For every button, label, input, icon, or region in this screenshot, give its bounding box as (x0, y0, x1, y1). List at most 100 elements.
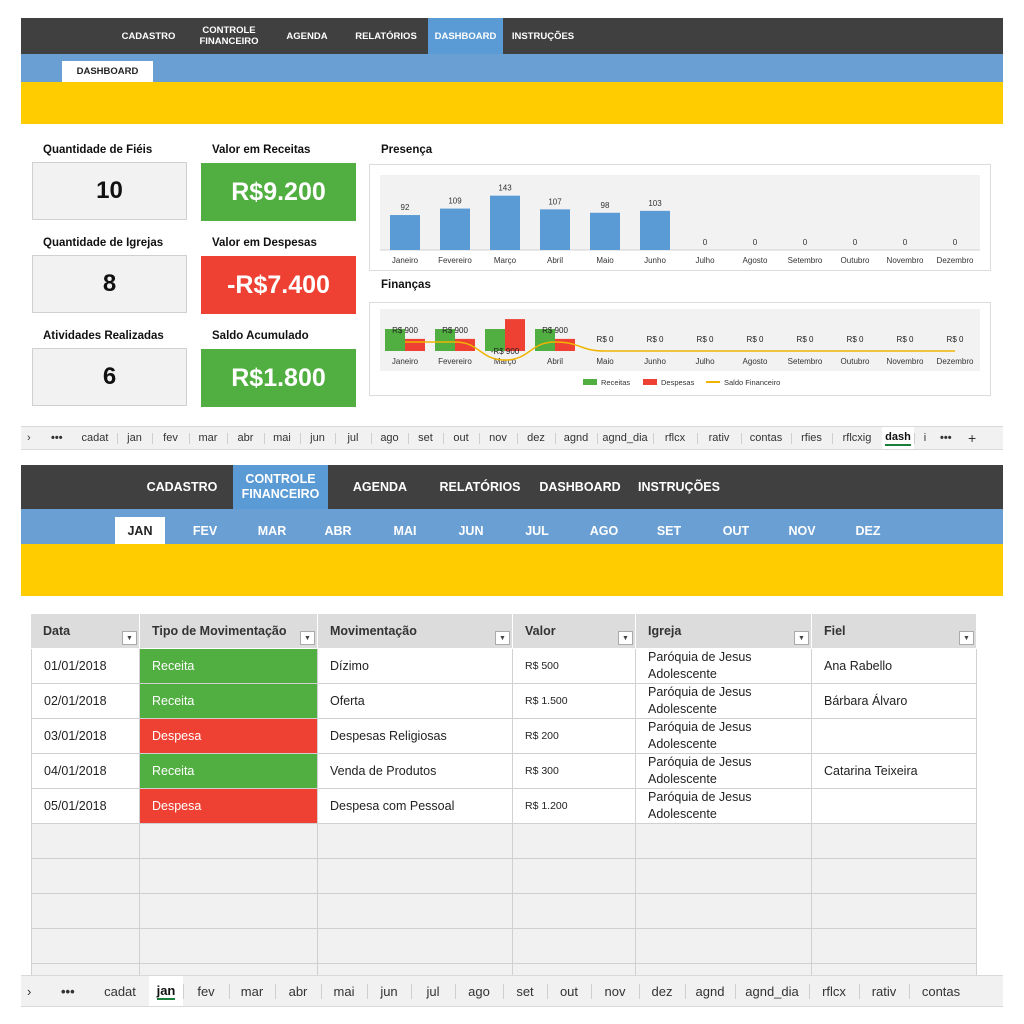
table-cell-igreja[interactable]: Paróquia de Jesus Adolescente (636, 719, 812, 754)
sheet-tab-nov[interactable]: nov (591, 976, 639, 1006)
table-cell-empty[interactable] (31, 824, 140, 859)
sheet-tab-mar[interactable]: mar (229, 976, 275, 1006)
sheet-tab-dez[interactable]: dez (517, 427, 555, 449)
sheet-tab-rativ[interactable]: rativ (859, 976, 909, 1006)
sheet-tab-set[interactable]: set (503, 976, 547, 1006)
sheet-tab-rativ[interactable]: rativ (697, 427, 741, 449)
table-cell-empty[interactable] (140, 824, 318, 859)
table-cell-fiel[interactable]: Catarina Teixeira (812, 754, 977, 789)
table-cell-igreja[interactable]: Paróquia de Jesus Adolescente (636, 649, 812, 684)
month-tab-mai[interactable]: MAI (393, 523, 417, 538)
table-cell-data[interactable]: 02/01/2018 (31, 684, 140, 719)
filter-dropdown-icon[interactable]: ▼ (300, 631, 315, 645)
table-cell-empty[interactable] (140, 859, 318, 894)
table-cell-movimentacao[interactable]: Despesa com Pessoal (318, 789, 513, 824)
nav-tab-cadastro[interactable]: CADASTRO (121, 30, 176, 42)
table-cell-igreja[interactable]: Paróquia de Jesus Adolescente (636, 754, 812, 789)
sheet-tab-cadat[interactable]: cadat (73, 427, 117, 449)
sheet-tab-rfies[interactable]: rfies (791, 427, 832, 449)
sheet-tab-jan[interactable]: jan (117, 427, 152, 449)
table-cell-empty[interactable] (318, 824, 513, 859)
sheet-tab-ago[interactable]: ago (455, 976, 503, 1006)
table-cell-empty[interactable] (31, 929, 140, 964)
table-cell-igreja[interactable]: Paróquia de Jesus Adolescente (636, 684, 812, 719)
column-header-data[interactable]: Data ▼ (31, 614, 139, 648)
sheet-tab-rflcx[interactable]: rflcx (809, 976, 859, 1006)
filter-dropdown-icon[interactable]: ▼ (794, 631, 809, 645)
table-cell-empty[interactable] (812, 824, 977, 859)
column-header-movimentacao[interactable]: Movimentação ▼ (318, 614, 512, 648)
sheet-prev-chevron-right-icon[interactable]: › (27, 432, 31, 444)
sheet-tab-contas[interactable]: contas (741, 427, 791, 449)
table-cell-empty[interactable] (318, 894, 513, 929)
table-cell-empty[interactable] (318, 929, 513, 964)
table-cell-empty[interactable] (140, 929, 318, 964)
table-cell-empty[interactable] (812, 894, 977, 929)
table-cell-empty[interactable] (812, 929, 977, 964)
table-cell-movimentacao[interactable]: Despesas Religiosas (318, 719, 513, 754)
sheet-tab-mai[interactable]: mai (321, 976, 367, 1006)
sheet-tab-agnd-dia[interactable]: agnd_dia (735, 976, 809, 1006)
month-tab-out[interactable]: OUT (722, 523, 750, 538)
nav-tab-cadastro[interactable]: CADASTRO (146, 479, 218, 494)
table-cell-empty[interactable] (31, 894, 140, 929)
nav-tab-agenda[interactable]: AGENDA (352, 479, 408, 494)
sheet-tab-fev[interactable]: fev (152, 427, 189, 449)
month-tab-fev[interactable]: FEV (192, 523, 218, 538)
sub-tab-dashboard[interactable]: DASHBOARD (62, 61, 153, 82)
sheet-tab-agnd[interactable]: agnd (555, 427, 597, 449)
table-cell-movimentacao[interactable]: Oferta (318, 684, 513, 719)
sheet-tab-out[interactable]: out (547, 976, 591, 1006)
table-cell-empty[interactable] (513, 894, 636, 929)
column-header-tipo-de-movimentacao[interactable]: Tipo de Movimentação ▼ (140, 614, 317, 648)
table-cell-empty[interactable] (318, 859, 513, 894)
month-tab-dez[interactable]: DEZ (855, 523, 881, 538)
sheet-tab-out[interactable]: out (443, 427, 479, 449)
filter-dropdown-icon[interactable]: ▼ (959, 631, 974, 645)
add-sheet-plus-icon[interactable]: + (968, 430, 977, 446)
table-cell-movimentacao[interactable]: Dízimo (318, 649, 513, 684)
sheet-tab-abr[interactable]: abr (227, 427, 264, 449)
nav-tab-instrucoes[interactable]: INSTRUÇÕES (511, 30, 575, 42)
nav-tab-instrucoes[interactable]: INSTRUÇÕES (638, 479, 720, 494)
sheet-tab-contas[interactable]: contas (909, 976, 973, 1006)
table-cell-valor[interactable]: R$ 1.500 (513, 684, 636, 719)
sheet-prev-chevron-right-icon[interactable]: › (27, 983, 32, 999)
table-cell-data[interactable]: 01/01/2018 (31, 649, 140, 684)
nav-tab-controle-financeiro[interactable]: CONTROLE FINANCEIRO (233, 465, 328, 509)
table-cell-fiel[interactable] (812, 789, 977, 824)
table-cell-empty[interactable] (513, 859, 636, 894)
table-cell-valor[interactable]: R$ 200 (513, 719, 636, 754)
table-cell-data[interactable]: 04/01/2018 (31, 754, 140, 789)
table-cell-valor[interactable]: R$ 300 (513, 754, 636, 789)
sheet-tab-abr[interactable]: abr (275, 976, 321, 1006)
table-cell-empty[interactable] (636, 824, 812, 859)
sheet-tab-mai[interactable]: mai (264, 427, 300, 449)
table-cell-empty[interactable] (636, 859, 812, 894)
filter-dropdown-icon[interactable]: ▼ (618, 631, 633, 645)
sheet-tab-rflcx[interactable]: rflcx (653, 427, 697, 449)
sheet-more-dots-icon[interactable]: ••• (61, 983, 75, 999)
sheet-tab-ago[interactable]: ago (371, 427, 408, 449)
table-cell-tipo-de-movimentacao[interactable]: Receita (140, 684, 318, 719)
table-cell-movimentacao[interactable]: Venda de Produtos (318, 754, 513, 789)
table-cell-valor[interactable]: R$ 500 (513, 649, 636, 684)
table-cell-igreja[interactable]: Paróquia de Jesus Adolescente (636, 789, 812, 824)
nav-tab-controle-financeiro[interactable]: CONTROLE FINANCEIRO (199, 25, 259, 47)
month-tab-jun[interactable]: JUN (458, 523, 484, 538)
sheet-tab-dez[interactable]: dez (639, 976, 685, 1006)
table-cell-fiel[interactable] (812, 719, 977, 754)
sheet-tab-agnd-dia[interactable]: agnd_dia (597, 427, 653, 449)
month-tab-ago[interactable]: AGO (589, 523, 619, 538)
sheet-tab-jul[interactable]: jul (411, 976, 455, 1006)
month-tab-set[interactable]: SET (656, 523, 682, 538)
sheet-tab-agnd[interactable]: agnd (685, 976, 735, 1006)
column-header-igreja[interactable]: Igreja ▼ (636, 614, 811, 648)
sheet-tab-jan[interactable]: jan (149, 976, 183, 1006)
filter-dropdown-icon[interactable]: ▼ (495, 631, 510, 645)
sheet-tab-cadat[interactable]: cadat (91, 976, 149, 1006)
sheet-tab-jun[interactable]: jun (367, 976, 411, 1006)
sheet-tab-dash[interactable]: dash (882, 427, 914, 449)
table-cell-data[interactable]: 05/01/2018 (31, 789, 140, 824)
month-tab-nov[interactable]: NOV (788, 523, 816, 538)
